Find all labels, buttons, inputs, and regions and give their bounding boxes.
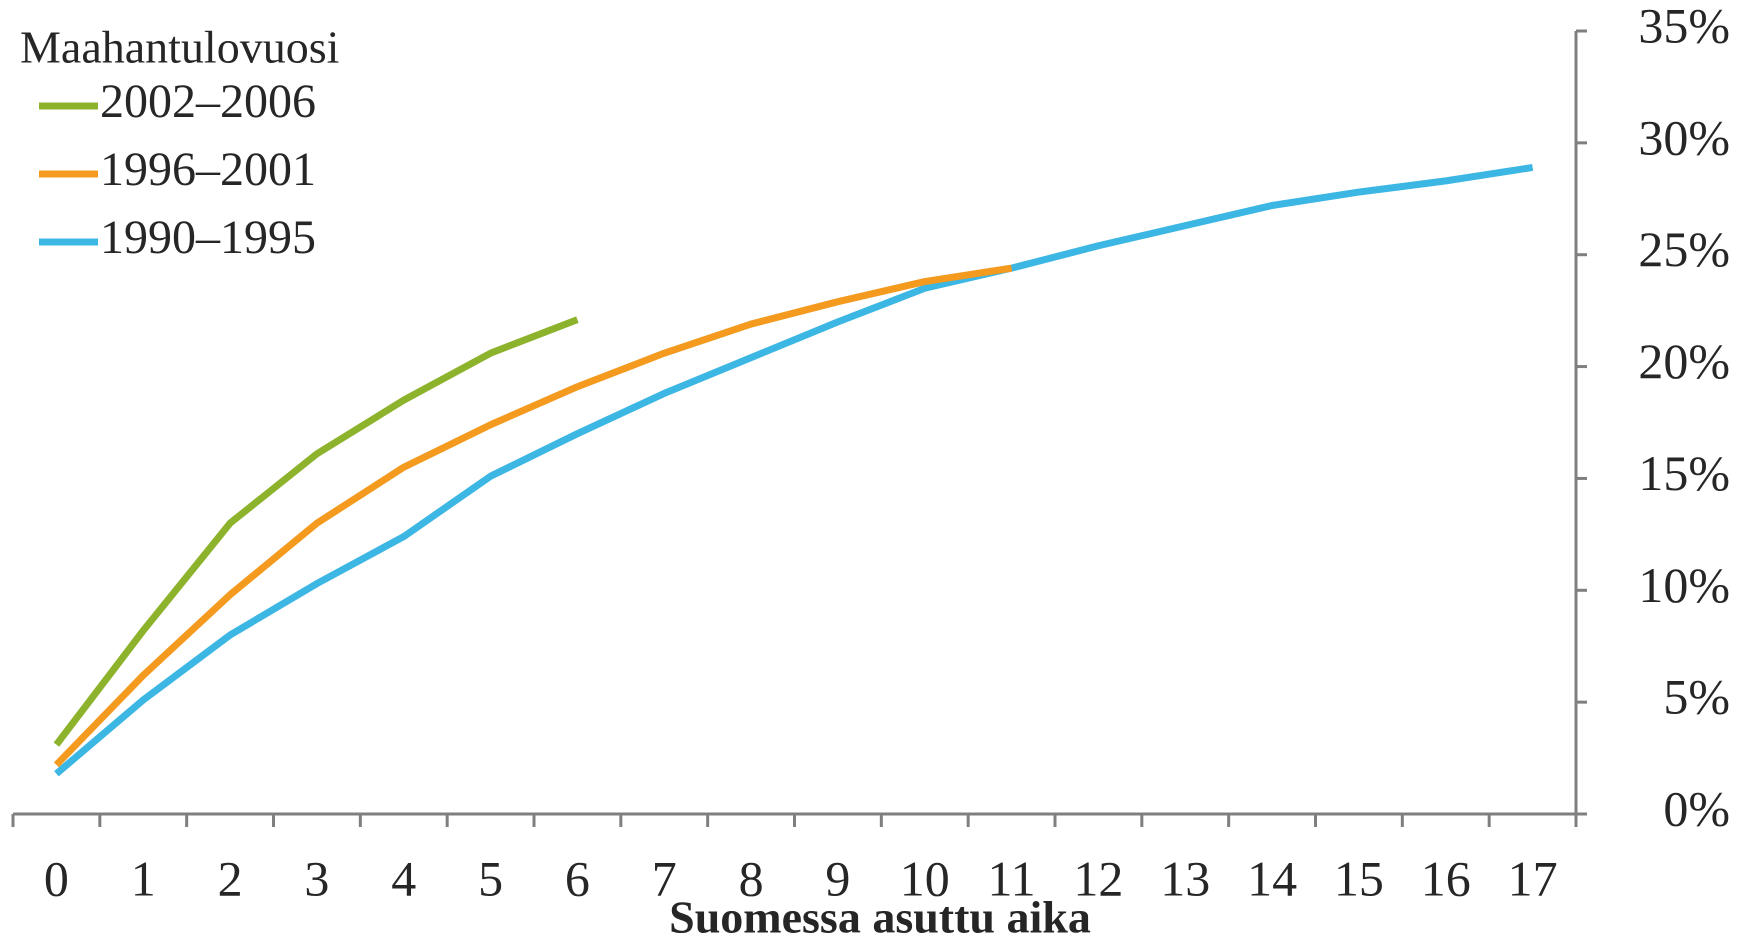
x-tick-label: 0 [44,850,69,906]
x-tick-label: 11 [988,850,1036,906]
series-line [54,164,1534,777]
x-tick-label: 1 [131,850,156,906]
x-tick-label: 10 [900,850,950,906]
x-tick-label: 4 [391,850,416,906]
y-tick-label: 30% [1638,109,1730,165]
series-line [53,264,1013,768]
y-tick-label: 25% [1638,221,1730,277]
x-tick-label: 2 [218,850,243,906]
x-tick-label: 14 [1247,850,1297,906]
x-axis-title: Suomessa asuttu aika [669,892,1091,941]
legend-title: Maahantulovuosi [20,22,339,73]
legend-label: 2002–2006 [100,75,316,128]
x-tick-label: 15 [1334,850,1384,906]
legend-label: 1996–2001 [100,143,316,196]
y-tick-label: 10% [1638,557,1730,613]
legend-label: 1990–1995 [100,211,316,264]
y-tick-label: 35% [1638,0,1730,53]
x-tick-label: 6 [565,850,590,906]
x-tick-label: 7 [652,850,677,906]
x-tick-label: 8 [739,850,764,906]
x-tick-label: 17 [1508,850,1558,906]
x-tick-label: 16 [1421,850,1471,906]
y-tick-label: 5% [1663,669,1730,725]
y-tick-label: 0% [1663,780,1730,836]
y-tick-label: 20% [1638,333,1730,389]
x-tick-label: 5 [478,850,503,906]
series-line [53,316,579,747]
x-tick-label: 13 [1160,850,1210,906]
x-tick-label: 3 [304,850,329,906]
x-tick-label: 9 [825,850,850,906]
y-tick-label: 15% [1638,445,1730,501]
x-tick-label: 12 [1073,850,1123,906]
